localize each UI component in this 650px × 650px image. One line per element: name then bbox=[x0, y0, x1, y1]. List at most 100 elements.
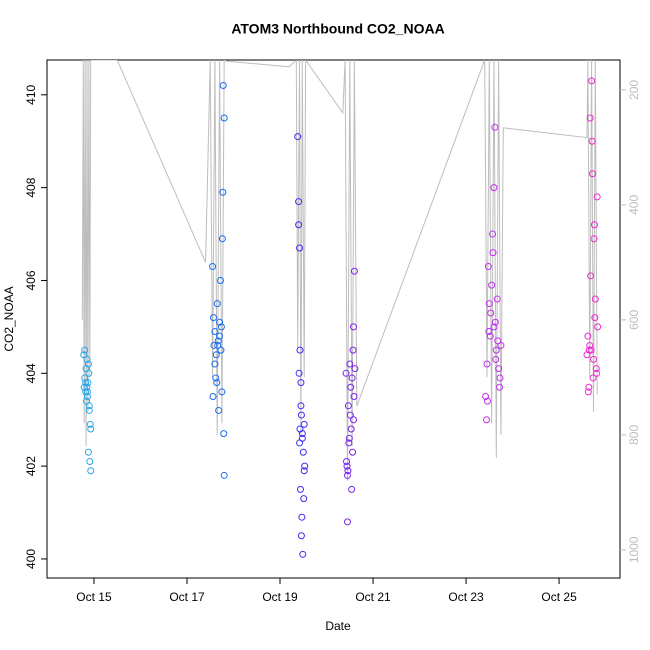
data-point bbox=[591, 314, 599, 322]
data-point bbox=[213, 379, 221, 387]
data-point bbox=[216, 276, 224, 284]
x-tick-label: Oct 21 bbox=[355, 590, 391, 604]
data-point bbox=[589, 374, 597, 382]
data-point bbox=[483, 416, 491, 424]
data-point bbox=[485, 300, 493, 308]
data-point bbox=[81, 374, 89, 382]
data-point bbox=[209, 263, 217, 271]
data-point bbox=[592, 365, 600, 373]
data-point bbox=[344, 467, 352, 475]
data-point bbox=[297, 379, 305, 387]
data-point bbox=[350, 393, 358, 401]
data-point bbox=[349, 346, 357, 354]
data-point bbox=[589, 170, 597, 178]
data-point bbox=[212, 351, 220, 359]
data-point bbox=[215, 406, 223, 414]
data-point bbox=[345, 439, 353, 447]
data-point bbox=[594, 323, 602, 331]
data-point bbox=[296, 425, 304, 433]
x-axis-label: Date bbox=[325, 619, 351, 633]
data-point bbox=[209, 393, 217, 401]
data-point bbox=[349, 416, 357, 424]
data-point bbox=[87, 425, 95, 433]
data-point bbox=[295, 198, 303, 206]
data-point bbox=[219, 188, 227, 196]
x-tick-label: Oct 17 bbox=[169, 590, 205, 604]
data-point bbox=[84, 360, 92, 368]
y-axis-label: CO2_NOAA bbox=[2, 286, 16, 351]
data-point bbox=[216, 332, 224, 340]
data-point bbox=[86, 457, 94, 465]
data-point bbox=[84, 448, 92, 456]
data-point bbox=[212, 374, 220, 382]
data-point bbox=[490, 323, 498, 331]
data-point bbox=[81, 346, 89, 354]
data-point bbox=[492, 355, 500, 363]
data-point bbox=[83, 383, 91, 391]
data-point bbox=[301, 462, 309, 470]
y-tick-label: 408 bbox=[24, 177, 38, 197]
data-point bbox=[83, 393, 91, 401]
data-point bbox=[491, 123, 499, 131]
y2-tick-label: 600 bbox=[627, 310, 641, 330]
chart-title: ATOM3 Northbound CO2_NOAA bbox=[231, 21, 444, 37]
data-point bbox=[584, 388, 592, 396]
data-point bbox=[296, 244, 304, 252]
data-point bbox=[344, 402, 352, 410]
data-point bbox=[493, 295, 501, 303]
data-point bbox=[211, 328, 219, 336]
data-point bbox=[83, 355, 91, 363]
data-point bbox=[491, 318, 499, 326]
data-point bbox=[589, 355, 597, 363]
data-point bbox=[82, 388, 90, 396]
data-point bbox=[588, 77, 596, 85]
data-point bbox=[300, 420, 308, 428]
data-point bbox=[84, 379, 92, 387]
data-point bbox=[488, 281, 496, 289]
data-point bbox=[349, 448, 357, 456]
data-point bbox=[483, 397, 491, 405]
data-point bbox=[296, 485, 304, 493]
data-point bbox=[351, 365, 359, 373]
data-point bbox=[297, 402, 305, 410]
data-point bbox=[213, 300, 221, 308]
data-point bbox=[490, 184, 498, 192]
data-point bbox=[497, 341, 505, 349]
x-tick-label: Oct 23 bbox=[448, 590, 484, 604]
data-point bbox=[83, 397, 91, 405]
data-point bbox=[218, 388, 226, 396]
data-point bbox=[584, 332, 592, 340]
pressure-line bbox=[81, 60, 598, 481]
data-point bbox=[485, 328, 493, 336]
data-point bbox=[347, 383, 355, 391]
data-point bbox=[489, 249, 497, 257]
data-point bbox=[210, 314, 218, 322]
data-point bbox=[593, 369, 601, 377]
data-point bbox=[219, 82, 227, 90]
data-point bbox=[496, 383, 504, 391]
data-point bbox=[220, 114, 228, 122]
data-point bbox=[86, 420, 94, 428]
data-point bbox=[496, 374, 504, 382]
data-point bbox=[295, 369, 303, 377]
data-point bbox=[80, 351, 88, 359]
data-point bbox=[487, 309, 495, 317]
data-point bbox=[210, 341, 218, 349]
data-point bbox=[587, 346, 595, 354]
y2-tick-label: 400 bbox=[627, 195, 641, 215]
data-point bbox=[87, 467, 95, 475]
data-point bbox=[489, 230, 497, 238]
data-point bbox=[218, 235, 226, 243]
data-point bbox=[82, 379, 90, 387]
data-point bbox=[214, 337, 222, 345]
y-tick-label: 410 bbox=[24, 84, 38, 104]
y-tick-label: 404 bbox=[24, 363, 38, 383]
data-point bbox=[343, 518, 351, 526]
data-point bbox=[214, 341, 222, 349]
data-point bbox=[347, 425, 355, 433]
y-tick-label: 406 bbox=[24, 270, 38, 290]
plot-frame bbox=[46, 59, 621, 579]
y2-tick-label: 1000 bbox=[627, 536, 641, 563]
data-point bbox=[586, 114, 594, 122]
